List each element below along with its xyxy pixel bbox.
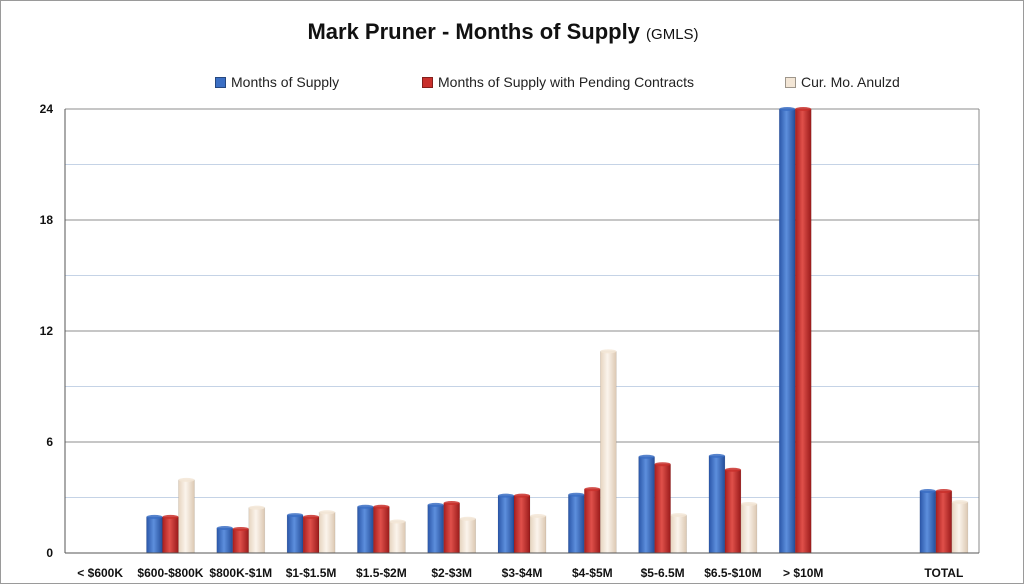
bar-cap [724,467,741,472]
chart-title: Mark Pruner - Months of Supply (GMLS) [1,19,1005,45]
legend-swatch [215,76,226,88]
bar-cap [373,504,390,509]
bar-pending-contracts [794,108,812,554]
bar-cur-mo-anulzd [670,514,687,554]
bar-pending-contracts [935,490,953,554]
bar-cap [740,501,757,506]
bar-cap [600,349,617,354]
y-tick-label: 24 [40,102,54,116]
bar-pending-contracts [724,469,742,554]
x-tick-label: $1.5-$2M [356,566,407,580]
y-tick-label: 0 [46,546,53,560]
bar-months-of-supply [286,514,304,554]
bar-cap [795,107,812,111]
chart-title-suffix: (GMLS) [646,26,699,43]
bar-months-of-supply [357,506,374,554]
bar-cap [319,510,336,515]
bar-pending-contracts [513,495,531,554]
x-tick-label: < $600K [77,566,123,580]
bar-cap [498,493,514,498]
chart-title-main: Mark Pruner - Months of Supply [307,19,640,44]
bar-months-of-supply [708,455,726,554]
bar-cap [287,513,304,518]
legend-item-cur-mo-anulzd: Cur. Mo. Anulzd [785,74,900,90]
x-tick-label: $600-$800K [137,566,203,580]
bar-cap [708,453,725,458]
bar-pending-contracts [443,502,460,554]
bar-cur-mo-anulzd [178,479,195,554]
bar-cap [654,462,671,467]
legend-label: Months of Supply with Pending Contracts [438,74,695,90]
legend-swatch [422,76,433,88]
bar-cap [935,489,952,494]
bar-cap [443,501,460,506]
bars [146,107,969,554]
bar-cap [779,107,796,111]
bar-months-of-supply [216,527,234,554]
bar-cap [568,492,585,497]
legend-label: Months of Supply [231,74,340,90]
x-tick-label: $3-$4M [502,566,543,580]
bar-cap [389,519,406,524]
x-tick-label: > $10M [783,566,823,580]
legend-swatch [785,76,796,88]
bar-cap [638,454,655,459]
gridlines [65,108,979,554]
legend-item-months-of-supply: Months of Supply [215,74,339,90]
bar-cap [146,514,163,519]
bar-cap [951,500,968,505]
bar-cur-mo-anulzd [951,501,969,554]
bar-cur-mo-anulzd [600,351,617,554]
bar-months-of-supply [919,490,937,554]
bar-months-of-supply [568,494,585,554]
x-tick-label: $5-6.5M [641,566,685,580]
bar-cap [162,514,179,519]
bar-cap [919,489,936,494]
bar-pending-contracts [232,528,250,554]
chart-legend: Months of Supply Months of Supply with P… [1,74,1023,94]
bar-cur-mo-anulzd [248,507,266,554]
y-tick-label: 12 [40,324,54,338]
bar-months-of-supply [427,504,444,554]
bar-cur-mo-anulzd [740,503,758,554]
bar-cur-mo-anulzd [459,518,476,554]
bar-cap [232,526,249,531]
bar-months-of-supply [638,456,655,554]
bar-pending-contracts [302,516,320,554]
bar-months-of-supply [146,516,163,554]
axes: 0 6 12 18 24 < $600K $600-$800K $800K-$1M $1-$1.… [40,102,980,580]
bar-cap [216,526,233,531]
bar-cur-mo-anulzd [389,521,406,554]
bar-cap [178,477,195,482]
bar-cur-mo-anulzd [318,511,336,554]
bar-cap [670,513,687,518]
bar-cap [427,502,444,507]
bar-cap [584,487,601,492]
legend-label: Cur. Mo. Anulzd [801,74,900,90]
x-tick-label: $2-$3M [431,566,472,580]
bar-cap [357,504,374,509]
bar-cap [248,505,265,510]
legend-item-pending-contracts: Months of Supply with Pending Contracts [422,74,694,90]
x-tick-label: $6.5-$10M [704,566,761,580]
bar-cap [459,516,476,521]
x-tick-label: $1-$1.5M [286,566,337,580]
x-tick-label: $4-$5M [572,566,613,580]
x-tick-label: $800K-$1M [209,566,272,580]
bar-cap [303,514,320,519]
bar-months-of-supply [497,495,515,554]
bar-pending-contracts [654,463,671,554]
bar-pending-contracts [373,506,390,554]
bar-pending-contracts [584,488,601,554]
y-tick-label: 18 [40,213,54,227]
y-tick-label: 6 [46,435,53,449]
bar-months-of-supply [778,108,796,554]
bar-pending-contracts [162,516,179,554]
bar-cur-mo-anulzd [529,515,547,554]
x-tick-label: TOTAL [924,566,963,580]
bar-cap [514,493,530,498]
bar-cap [530,514,546,518]
